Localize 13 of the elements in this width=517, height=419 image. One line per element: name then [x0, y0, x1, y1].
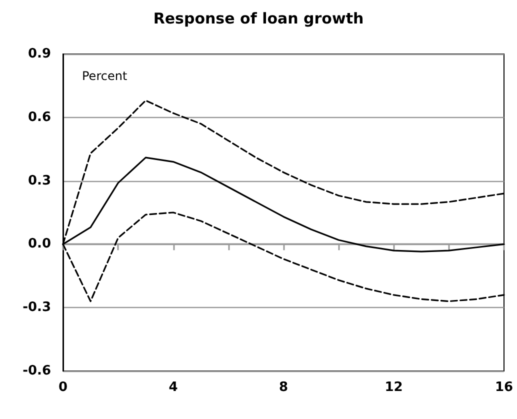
chart-title: Response of loan growth — [153, 10, 364, 28]
y-tick-label: 0.9 — [28, 46, 51, 62]
x-tick-label: 4 — [168, 380, 178, 395]
x-tick-label: 0 — [58, 380, 68, 395]
annotation: Percent — [82, 69, 128, 83]
y-tick-label: -0.6 — [22, 364, 51, 378]
x-tick-label: 12 — [384, 380, 403, 395]
y-tick-label: 0.0 — [28, 236, 51, 252]
y-tick-label: -0.3 — [22, 300, 51, 316]
y-tick-label: 0.6 — [28, 110, 51, 125]
y-tick-label: 0.3 — [28, 173, 51, 188]
x-tick-label: 8 — [278, 380, 288, 395]
x-tick-label: 16 — [494, 380, 514, 395]
